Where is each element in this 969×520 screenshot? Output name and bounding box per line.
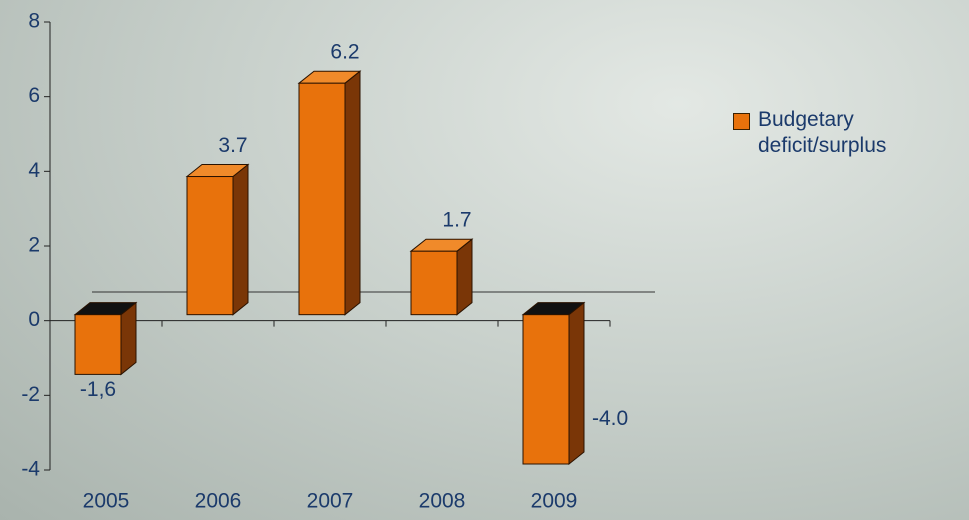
value-label: 1.7 — [442, 209, 471, 232]
y-tick-label: -4 — [21, 458, 40, 481]
bar-side — [568, 301, 585, 466]
legend-label: Budgetary deficit/surplus — [758, 108, 887, 157]
bar — [186, 176, 234, 316]
y-tick-label: 2 — [28, 234, 40, 257]
x-tick-label: 2007 — [307, 490, 354, 513]
legend-swatch — [733, 113, 750, 130]
bar — [74, 314, 122, 375]
value-label: 6.2 — [330, 41, 359, 64]
bar — [522, 314, 570, 465]
x-tick-label: 2005 — [83, 490, 130, 513]
bar-side — [456, 238, 473, 316]
bar — [298, 82, 346, 316]
bar-side — [344, 70, 361, 316]
bar-side — [232, 163, 249, 316]
y-tick-label: 0 — [28, 308, 40, 331]
value-label: -4.0 — [592, 407, 628, 430]
y-tick-label: -2 — [21, 383, 40, 406]
bar — [410, 250, 458, 316]
value-label: 3.7 — [218, 134, 247, 157]
legend: Budgetary deficit/surplus — [733, 107, 968, 159]
y-tick-label: 8 — [28, 10, 40, 33]
y-tick-label: 6 — [28, 84, 40, 107]
value-label: -1,6 — [80, 378, 116, 401]
x-tick-label: 2008 — [419, 490, 466, 513]
x-tick-label: 2006 — [195, 490, 242, 513]
x-tick-label: 2009 — [531, 490, 578, 513]
y-tick-label: 4 — [28, 159, 40, 182]
